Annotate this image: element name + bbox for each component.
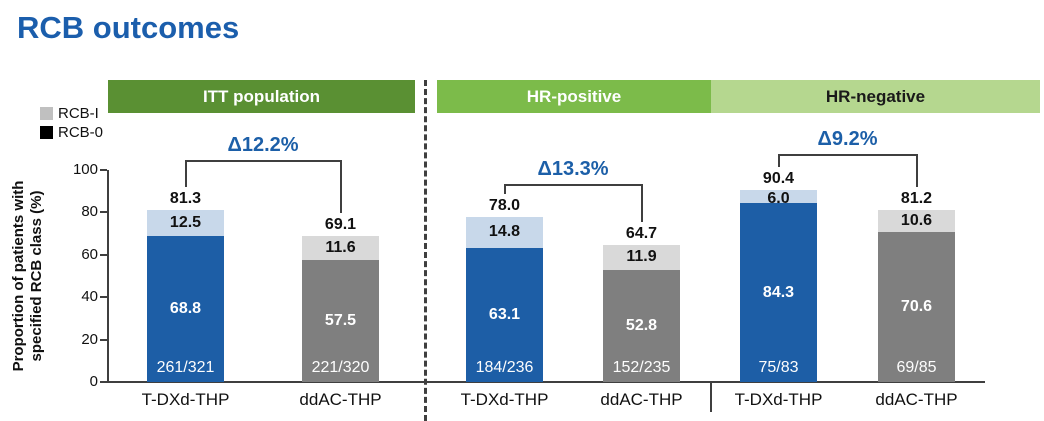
itt-hr-dashed-divider bbox=[424, 80, 427, 421]
rcb1-segment bbox=[740, 190, 817, 204]
rcb0-segment bbox=[878, 232, 955, 382]
rcb0-value-label: 68.8 bbox=[169, 300, 202, 318]
x-axis-arm-label: T-DXd-THP bbox=[460, 390, 549, 409]
delta-label-hr-negative: Δ9.2% bbox=[817, 128, 878, 150]
fraction-label: 69/85 bbox=[896, 359, 937, 376]
rcb1-value-label: 6.0 bbox=[767, 190, 790, 208]
rcb1-swatch-icon bbox=[40, 106, 53, 120]
stacked-bar: 11.9 52.8 152/235 bbox=[603, 244, 680, 382]
x-axis-arm-label: ddAC-THP bbox=[600, 390, 683, 409]
y-tick-label: 40 bbox=[81, 288, 98, 306]
x-axis-arm-label: ddAC-THP bbox=[299, 390, 382, 409]
delta-label-itt: Δ12.2% bbox=[227, 134, 299, 156]
bar-column-ddac: 11.6 57.5 221/320 69.1 ddAC-THP bbox=[299, 0, 381, 421]
fraction-label: 152/235 bbox=[612, 359, 671, 376]
page-title: RCB outcomes bbox=[17, 10, 240, 45]
rcb1-value-label: 10.6 bbox=[900, 212, 933, 230]
bracket-line bbox=[777, 154, 918, 156]
rcb1-value-label: 14.8 bbox=[488, 223, 521, 241]
fraction-label: 261/321 bbox=[156, 359, 215, 376]
bar-column-tdxd: 14.8 63.1 184/236 78.0 T-DXd-THP bbox=[461, 0, 549, 421]
bracket-line bbox=[184, 160, 342, 162]
x-axis-arm-label: T-DXd-THP bbox=[734, 390, 823, 409]
legend-label: RCB-I bbox=[58, 104, 99, 122]
total-value-label: 90.4 bbox=[762, 170, 795, 188]
rcb0-value-label: 57.5 bbox=[324, 312, 357, 330]
rcb0-segment bbox=[147, 236, 224, 382]
rcb0-value-label: 52.8 bbox=[625, 317, 658, 335]
y-tick bbox=[100, 338, 107, 341]
rcb1-value-label: 12.5 bbox=[169, 213, 202, 231]
rcb0-value-label: 70.6 bbox=[900, 298, 933, 316]
bar-column-tdxd: 12.5 68.8 261/321 81.3 T-DXd-THP bbox=[142, 0, 230, 421]
bracket-leg bbox=[503, 184, 506, 194]
bracket-line bbox=[503, 184, 643, 186]
y-tick-label: 20 bbox=[81, 330, 98, 348]
rcb0-segment bbox=[740, 203, 817, 382]
y-tick-label: 80 bbox=[81, 203, 98, 221]
total-value-label: 81.2 bbox=[900, 189, 933, 207]
total-value-label: 81.3 bbox=[169, 189, 202, 207]
rcb0-segment bbox=[466, 248, 543, 382]
y-tick bbox=[100, 296, 107, 299]
y-axis-title-line2: specified RCB class (%) bbox=[28, 190, 45, 362]
y-tick bbox=[100, 381, 107, 383]
stacked-bar: 12.5 68.8 261/321 bbox=[147, 209, 224, 382]
y-tick-label: 0 bbox=[89, 373, 98, 390]
bar-column-ddac: 11.9 52.8 152/235 64.7 ddAC-THP bbox=[600, 0, 682, 421]
group-header-itt: ITT population bbox=[108, 80, 415, 113]
hr-group-divider bbox=[710, 382, 712, 412]
rcb1-value-label: 11.6 bbox=[325, 238, 356, 256]
delta-label-hr-positive: Δ13.3% bbox=[537, 158, 609, 180]
fraction-label: 184/236 bbox=[475, 359, 534, 376]
rcb1-segment bbox=[147, 209, 224, 237]
stacked-bar: 6.0 84.3 75/83 bbox=[740, 190, 817, 382]
group-header-hr-positive: HR-positive bbox=[437, 80, 711, 113]
group-header-hr-negative: HR-negative bbox=[711, 80, 1040, 113]
y-axis-line bbox=[107, 170, 109, 382]
stacked-bar: 11.6 57.5 221/320 bbox=[302, 235, 379, 382]
bracket-leg bbox=[640, 184, 643, 222]
y-tick bbox=[100, 169, 107, 171]
rcb0-segment bbox=[603, 270, 680, 382]
rcb1-segment bbox=[878, 209, 955, 233]
rcb0-value-label: 63.1 bbox=[488, 306, 521, 323]
bracket-leg bbox=[915, 154, 918, 187]
y-tick bbox=[100, 253, 107, 256]
y-tick bbox=[100, 211, 107, 214]
chart-legend: RCB-I RCB-0 bbox=[40, 104, 103, 142]
y-tick-label: 100 bbox=[72, 161, 98, 178]
total-value-label: 78.0 bbox=[488, 196, 521, 214]
rcb1-segment bbox=[466, 216, 543, 249]
legend-item-rcb1: RCB-I bbox=[40, 104, 103, 122]
x-axis-arm-label: ddAC-THP bbox=[875, 390, 958, 409]
y-axis-title-line1: Proportion of patients with bbox=[10, 180, 27, 372]
bracket-leg bbox=[777, 154, 780, 168]
bar-column-tdxd: 6.0 84.3 75/83 90.4 T-DXd-THP bbox=[735, 0, 823, 421]
y-axis-title: Proportion of patients with specified RC… bbox=[10, 156, 46, 396]
legend-item-rcb0: RCB-0 bbox=[40, 123, 103, 141]
x-axis-line bbox=[107, 381, 985, 383]
bracket-leg bbox=[184, 160, 187, 187]
bracket-leg bbox=[339, 160, 342, 213]
bar-column-ddac: 10.6 70.6 69/85 81.2 ddAC-THP bbox=[875, 0, 957, 421]
legend-label: RCB-0 bbox=[58, 123, 104, 141]
fraction-label: 221/320 bbox=[311, 359, 370, 376]
total-value-label: 64.7 bbox=[625, 224, 658, 242]
stacked-bar: 14.8 63.1 184/236 bbox=[466, 216, 543, 382]
rcb1-segment bbox=[603, 244, 680, 271]
rcb1-value-label: 11.9 bbox=[626, 248, 657, 266]
x-axis-arm-label: T-DXd-THP bbox=[141, 390, 230, 409]
y-tick-label: 60 bbox=[81, 245, 98, 263]
total-value-label: 69.1 bbox=[324, 215, 357, 233]
rcb0-value-label: 84.3 bbox=[762, 283, 795, 301]
rcb0-segment bbox=[302, 260, 379, 382]
rcb1-segment bbox=[302, 235, 379, 261]
fraction-label: 75/83 bbox=[758, 359, 799, 376]
rcb0-swatch-icon bbox=[40, 125, 53, 139]
stacked-bar: 10.6 70.6 69/85 bbox=[878, 209, 955, 382]
